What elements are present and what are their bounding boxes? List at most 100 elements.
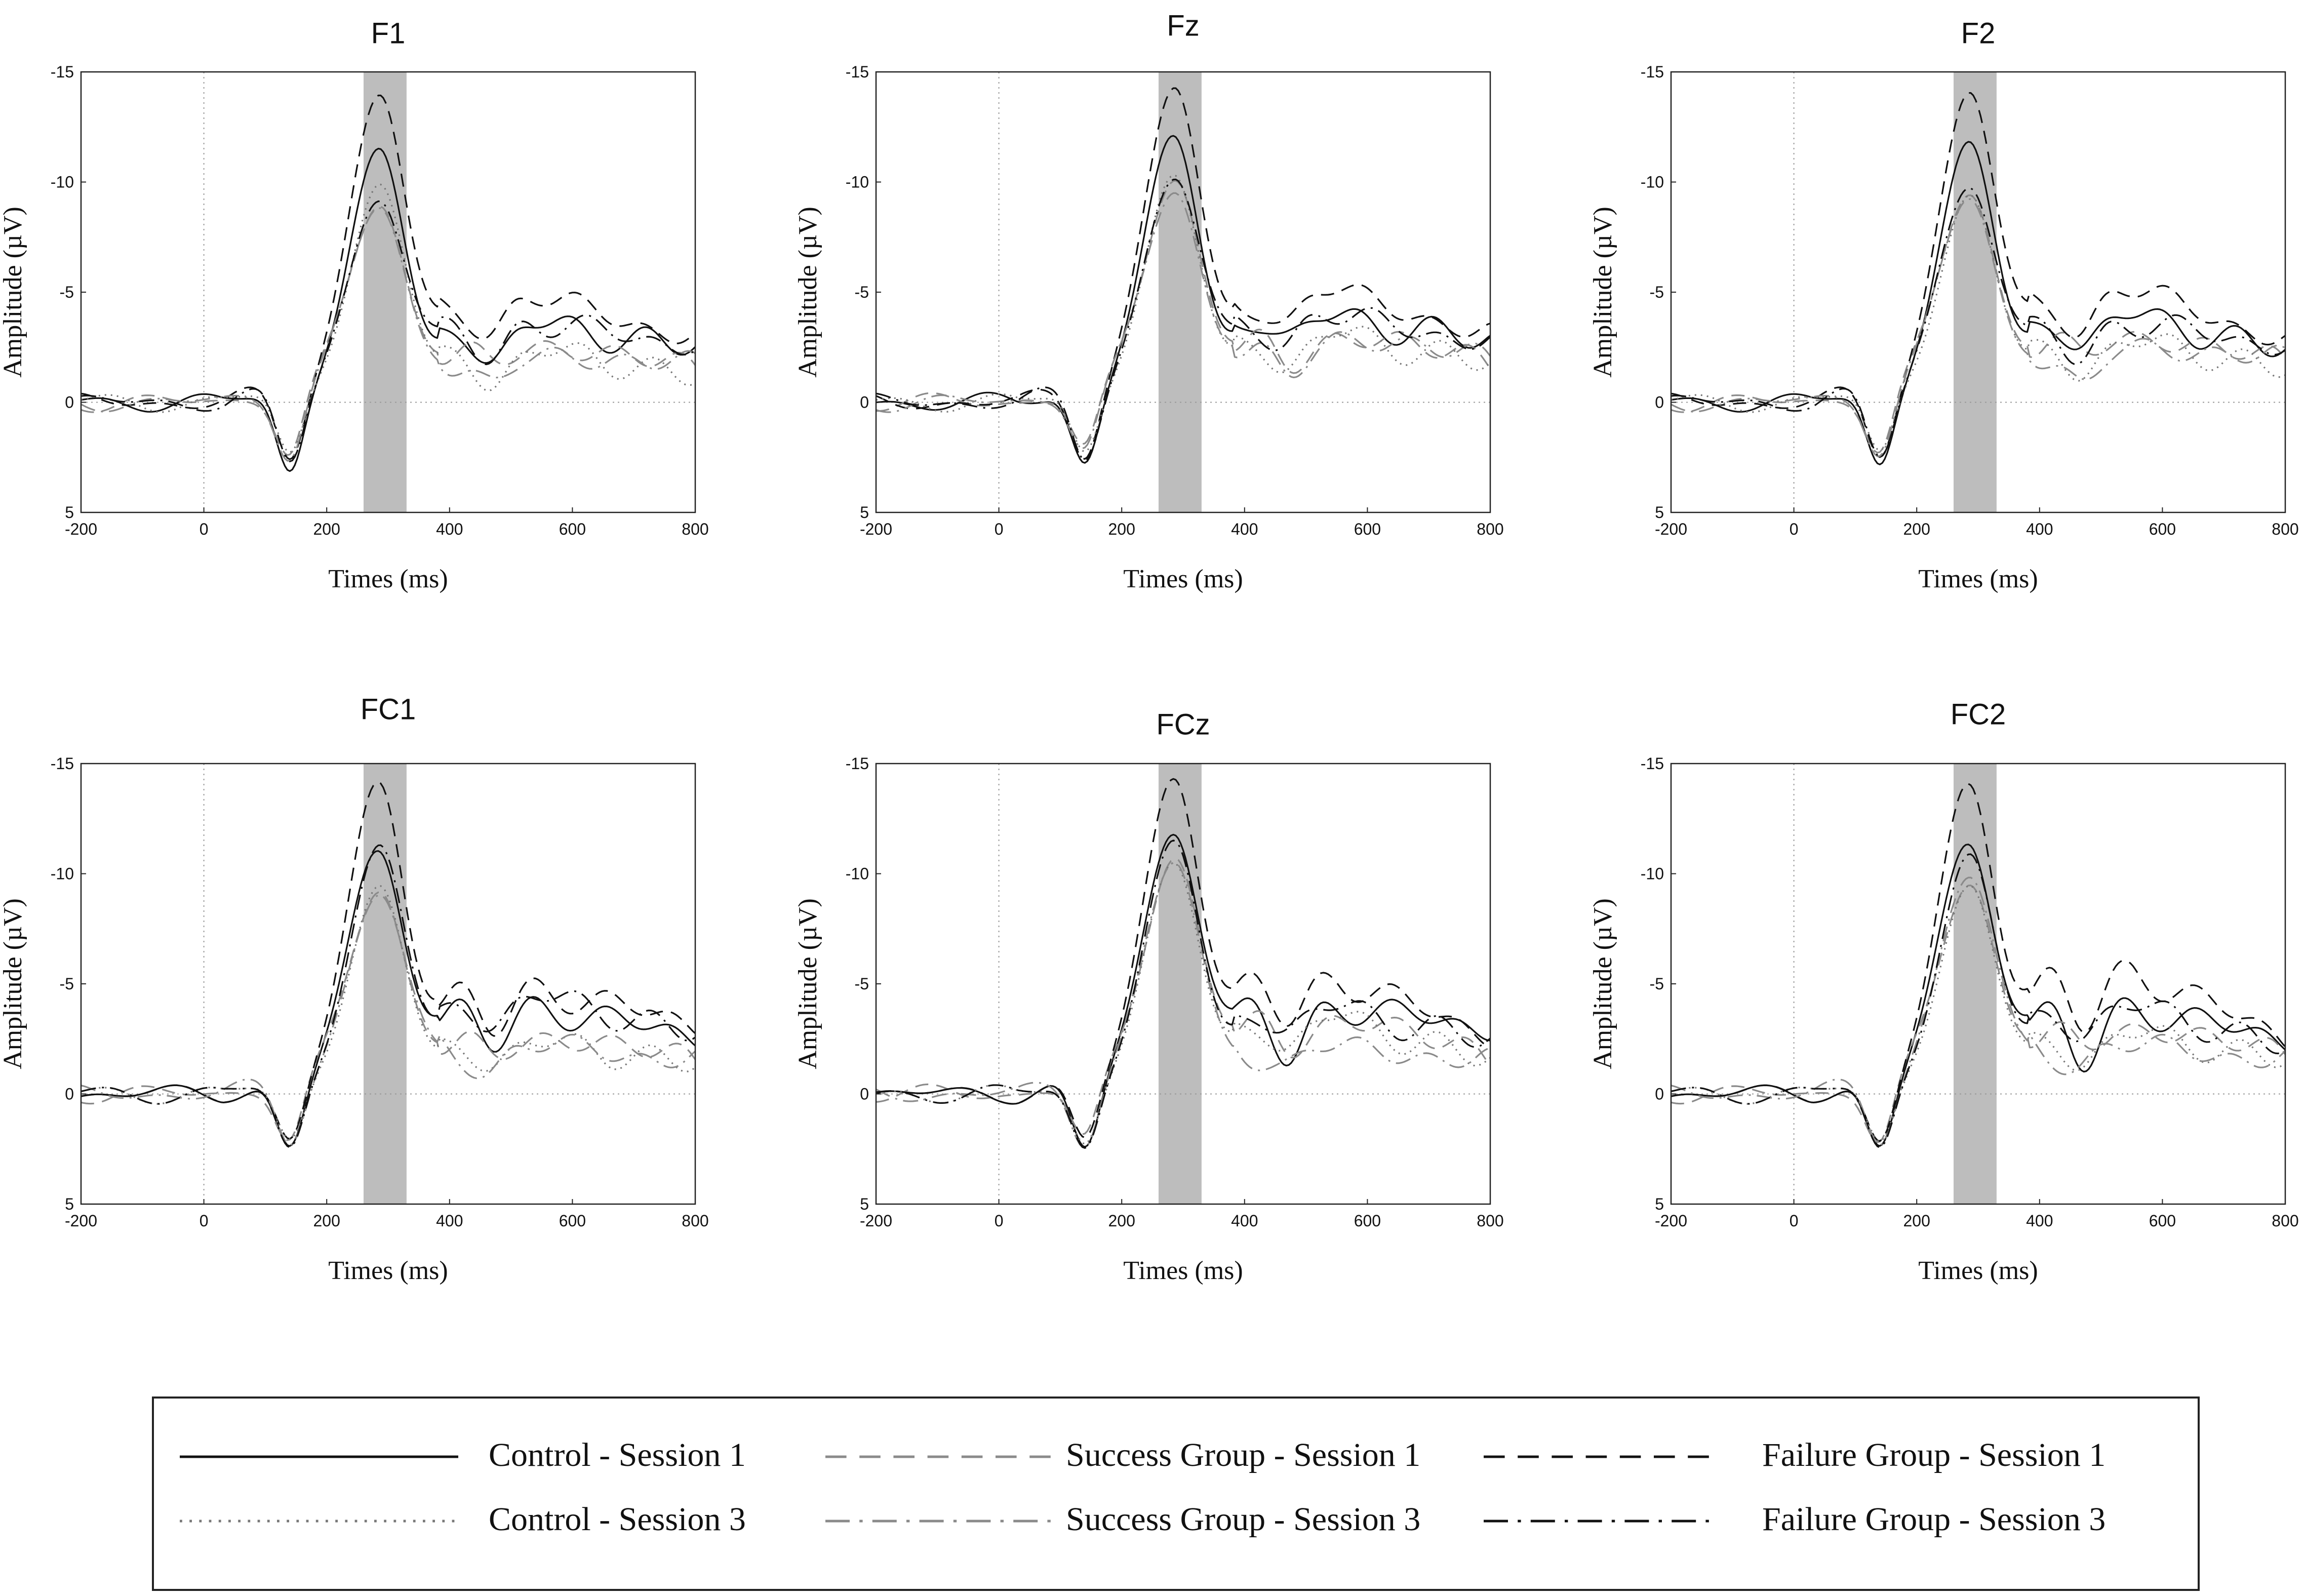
- x-tick-label: 600: [1354, 1212, 1381, 1230]
- x-tick-label: 800: [2272, 520, 2298, 538]
- y-tick-label: -15: [846, 754, 869, 773]
- x-tick-label: 600: [1354, 520, 1381, 538]
- legend-label: Failure Group - Session 1: [1762, 1437, 2106, 1473]
- x-axis-label: Times (ms): [1918, 565, 2038, 593]
- x-tick-label: 200: [1108, 520, 1135, 538]
- series-line-failure-group-session-1: [876, 778, 1491, 1139]
- y-tick-label: -15: [1641, 754, 1664, 773]
- series-line-failure-group-session-3: [1671, 853, 2286, 1148]
- legend-box: [152, 1397, 2200, 1591]
- y-axis-label: Amplitude (µV): [0, 207, 27, 378]
- panel-title: FC1: [361, 693, 416, 726]
- y-axis-label: Amplitude (µV): [1588, 207, 1617, 378]
- y-tick-label: -5: [1650, 975, 1664, 993]
- x-tick-label: 400: [1231, 520, 1258, 538]
- x-tick-label: 400: [436, 520, 463, 538]
- y-tick-label: -10: [846, 173, 869, 191]
- y-tick-label: -15: [846, 63, 869, 81]
- y-tick-label: -10: [1641, 173, 1664, 191]
- y-axis-label: Amplitude (µV): [793, 207, 822, 378]
- series-line-success-group-session-3: [81, 894, 696, 1146]
- x-axis-label: Times (ms): [1918, 1256, 2038, 1285]
- series-line-control-session-1: [81, 850, 696, 1147]
- x-tick-label: 800: [1477, 520, 1503, 538]
- series-line-control-session-3: [876, 174, 1491, 453]
- x-tick-label: 800: [682, 1212, 708, 1230]
- x-tick-label: 0: [1790, 1212, 1799, 1230]
- x-tick-label: 400: [1231, 1212, 1258, 1230]
- y-tick-label: 5: [1655, 1195, 1664, 1213]
- series-line-failure-group-session-1: [81, 94, 696, 460]
- x-tick-label: 800: [1477, 1212, 1503, 1230]
- highlight-window: [1158, 72, 1202, 512]
- y-axis-label: Amplitude (µV): [793, 898, 822, 1069]
- panel-title: F2: [1961, 17, 1996, 50]
- series-line-success-group-session-1: [876, 857, 1491, 1135]
- y-tick-label: -10: [846, 865, 869, 883]
- x-tick-label: 0: [995, 1212, 1004, 1230]
- panel-title: Fz: [1167, 9, 1199, 42]
- x-tick-label: 200: [313, 520, 340, 538]
- highlight-window: [1158, 764, 1202, 1204]
- x-tick-label: 200: [1108, 1212, 1135, 1230]
- y-tick-label: -10: [51, 865, 74, 883]
- series-line-failure-group-session-3: [876, 178, 1491, 461]
- x-tick-label: -200: [1655, 520, 1687, 538]
- series-line-success-group-session-1: [81, 891, 696, 1141]
- panel-f1: F1 -200 0 200 400 600 800 -15 -10 -5 0 5 Times (ms) A…: [0, 17, 709, 593]
- y-tick-label: 0: [65, 1085, 74, 1103]
- x-tick-label: -200: [860, 1212, 892, 1230]
- x-tick-label: 400: [436, 1212, 463, 1230]
- y-tick-label: 5: [65, 503, 74, 522]
- x-tick-label: 200: [1903, 1212, 1930, 1230]
- panel-fc2: FC2 -200 0 200 400 600 800 -15 -10 -5 0 5 Times (ms)…: [1588, 698, 2299, 1285]
- series-line-success-group-session-1: [81, 206, 696, 456]
- panel-title: F1: [371, 17, 406, 50]
- legend-label: Success Group - Session 3: [1066, 1501, 1420, 1538]
- x-axis-label: Times (ms): [1123, 565, 1243, 593]
- series-line-success-group-session-3: [876, 192, 1491, 450]
- highlight-window: [1953, 72, 1997, 512]
- x-tick-label: 0: [1790, 520, 1799, 538]
- series-line-failure-group-session-1: [1671, 783, 2286, 1142]
- highlight-window: [363, 72, 407, 512]
- series-line-control-session-1: [876, 833, 1491, 1148]
- x-tick-label: 800: [2272, 1212, 2298, 1230]
- x-axis-label: Times (ms): [328, 1256, 448, 1285]
- x-axis-label: Times (ms): [1123, 1256, 1243, 1285]
- x-tick-label: -200: [860, 520, 892, 538]
- highlight-window: [1953, 764, 1997, 1204]
- y-tick-label: 0: [1655, 1085, 1664, 1103]
- series-line-failure-group-session-3: [1671, 187, 2286, 458]
- x-tick-label: 0: [995, 520, 1004, 538]
- x-axis-label: Times (ms): [328, 565, 448, 593]
- legend-label: Control - Session 1: [489, 1437, 746, 1473]
- series-line-success-group-session-3: [1671, 198, 2286, 457]
- series-line-failure-group-session-1: [876, 87, 1491, 460]
- y-tick-label: 0: [860, 1085, 869, 1103]
- y-tick-label: 0: [860, 393, 869, 412]
- y-tick-label: -5: [1650, 283, 1664, 301]
- x-tick-label: 0: [200, 520, 209, 538]
- x-tick-label: 400: [2026, 520, 2053, 538]
- y-tick-label: 5: [860, 503, 869, 522]
- panel-fc1: FC1 -200 0 200 400 600 800 -15 -10 -5 0 5 Times (ms)…: [0, 693, 709, 1285]
- y-tick-label: 0: [1655, 393, 1664, 412]
- y-tick-label: 5: [860, 1195, 869, 1213]
- series-line-success-group-session-3: [81, 207, 696, 462]
- y-tick-label: -10: [1641, 865, 1664, 883]
- series-line-success-group-session-3: [1671, 876, 2286, 1146]
- x-tick-label: 0: [200, 1212, 209, 1230]
- series-line-control-session-1: [1671, 844, 2286, 1147]
- y-axis-label: Amplitude (µV): [1588, 898, 1617, 1069]
- y-tick-label: 5: [1655, 503, 1664, 522]
- series-line-failure-group-session-1: [81, 781, 696, 1140]
- y-tick-label: 5: [65, 1195, 74, 1213]
- panels: F1 -200 0 200 400 600 800 -15 -10 -5 0 5 Times (ms) A…: [0, 9, 2299, 1285]
- x-tick-label: 600: [559, 1212, 586, 1230]
- y-tick-label: -15: [1641, 63, 1664, 81]
- series-line-control-session-1: [81, 147, 696, 472]
- y-tick-label: -5: [855, 283, 869, 301]
- y-tick-label: -5: [60, 283, 74, 301]
